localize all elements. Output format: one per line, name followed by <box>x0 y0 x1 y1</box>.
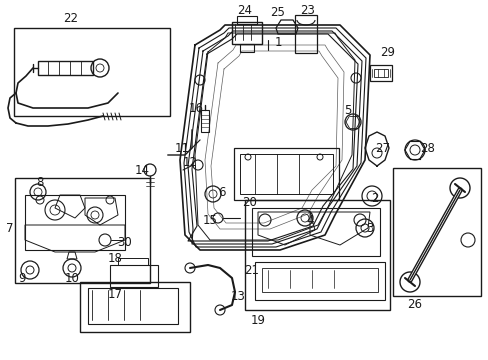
Bar <box>110 265 158 287</box>
Bar <box>244 200 389 310</box>
Bar <box>392 168 480 296</box>
Text: 18: 18 <box>107 252 122 265</box>
Bar <box>240 154 332 194</box>
Bar <box>262 268 377 292</box>
Text: 3: 3 <box>366 221 373 234</box>
Text: 28: 28 <box>420 141 434 154</box>
Text: 1: 1 <box>274 36 281 49</box>
Bar <box>294 15 316 53</box>
Text: 16: 16 <box>188 102 203 114</box>
Bar <box>254 262 384 300</box>
Text: 9: 9 <box>18 271 26 284</box>
Text: 17: 17 <box>107 288 122 302</box>
Text: 4: 4 <box>305 213 313 226</box>
Text: 2: 2 <box>370 192 378 204</box>
Bar <box>231 22 262 44</box>
Text: 10: 10 <box>64 271 79 284</box>
Text: 20: 20 <box>242 195 257 208</box>
Text: 22: 22 <box>63 12 79 24</box>
Text: 27: 27 <box>375 141 390 154</box>
Bar <box>369 65 391 81</box>
Bar <box>15 178 150 283</box>
Text: 5: 5 <box>344 104 351 117</box>
Text: 12: 12 <box>182 156 197 168</box>
Text: 25: 25 <box>270 5 285 18</box>
Text: 19: 19 <box>250 314 265 327</box>
Text: 29: 29 <box>380 45 395 58</box>
Bar <box>88 288 178 324</box>
Text: 14: 14 <box>134 163 149 176</box>
Bar <box>14 28 170 116</box>
Text: 23: 23 <box>300 4 315 17</box>
Text: 26: 26 <box>407 298 422 311</box>
Text: 24: 24 <box>237 4 252 17</box>
Text: 11: 11 <box>174 141 189 154</box>
Text: 6: 6 <box>218 185 225 198</box>
Text: 30: 30 <box>118 235 132 248</box>
Text: 8: 8 <box>36 175 43 189</box>
Text: 15: 15 <box>202 213 217 226</box>
Bar <box>373 69 387 77</box>
Bar <box>234 148 338 200</box>
Bar <box>201 110 208 132</box>
Bar <box>237 16 257 24</box>
Bar <box>80 282 190 332</box>
Bar <box>25 195 125 250</box>
Text: 13: 13 <box>230 289 245 302</box>
Text: 7: 7 <box>6 221 14 234</box>
Bar <box>251 208 379 256</box>
Text: 21: 21 <box>244 264 259 276</box>
